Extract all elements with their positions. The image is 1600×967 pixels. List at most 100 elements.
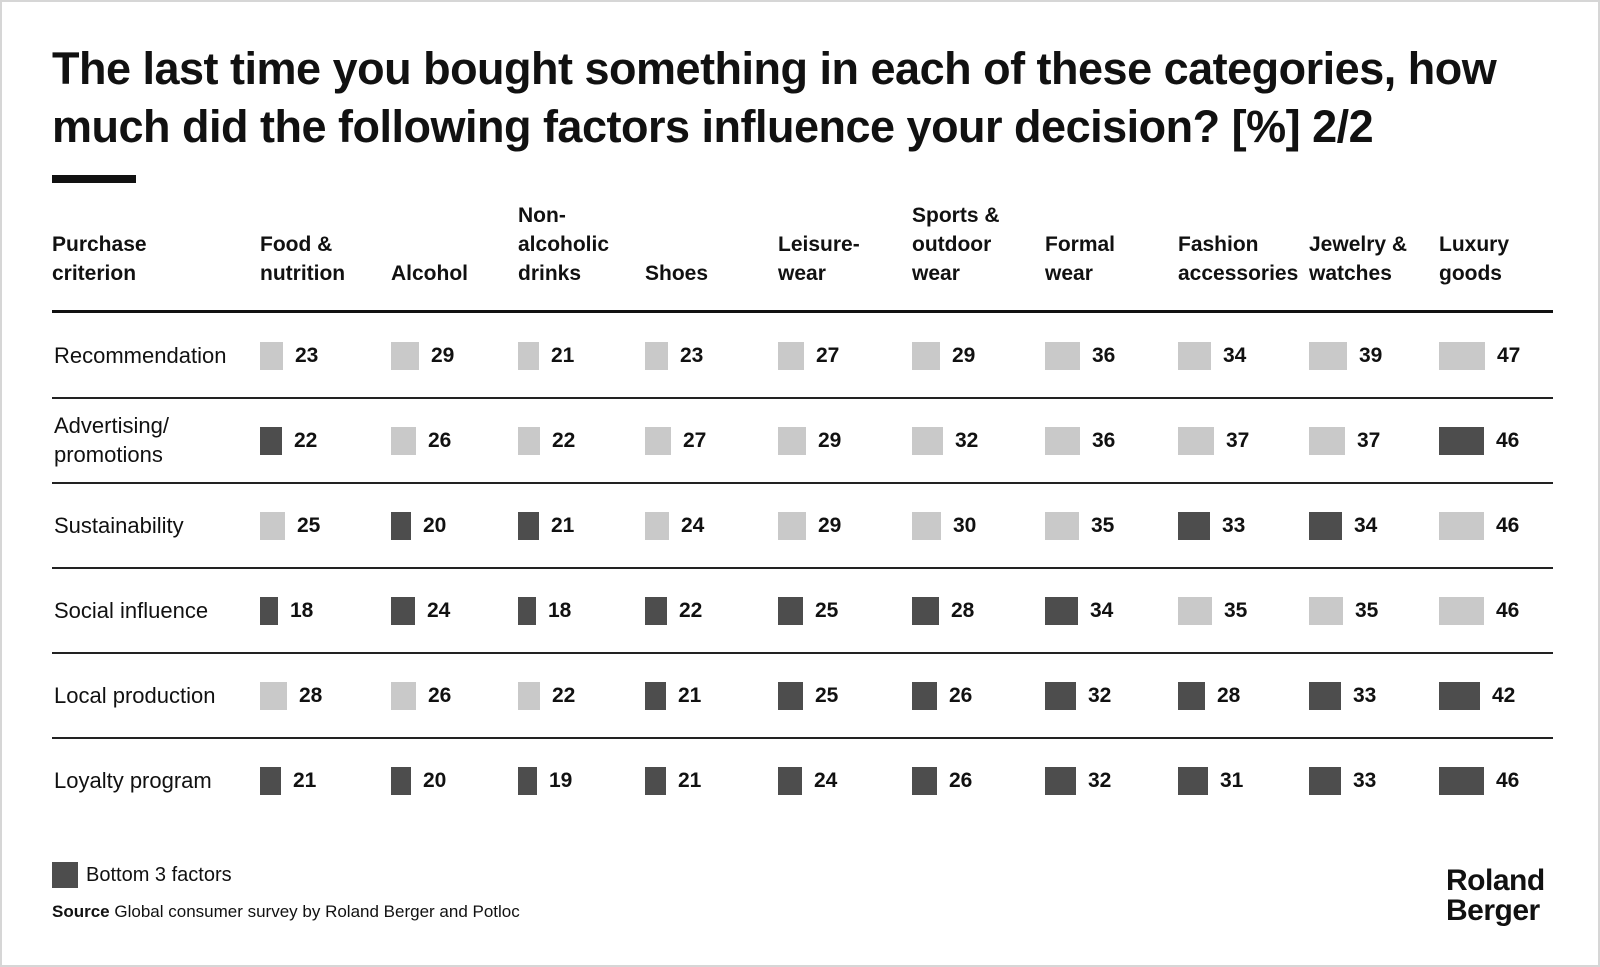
bar-r4-c1	[391, 681, 416, 710]
bar-r0-c7	[1178, 341, 1211, 370]
bar-r1-c6	[1045, 426, 1080, 455]
bar-r2-c9	[1439, 511, 1484, 540]
column-header-3: Shoes	[645, 262, 709, 285]
value-r2-c1: 20	[423, 513, 447, 537]
value-r1-c0: 22	[294, 428, 318, 452]
bar-r4-c9	[1439, 681, 1480, 710]
bar-r4-c4	[778, 681, 803, 710]
value-r0-c1: 29	[431, 343, 455, 367]
roland-berger-logo: Roland Berger	[1446, 866, 1545, 926]
value-r2-c6: 35	[1091, 513, 1115, 537]
value-r5-c3: 21	[678, 768, 702, 792]
bar-r4-c0	[260, 681, 287, 710]
value-r5-c4: 24	[814, 768, 838, 792]
row-label-0: Recommendation	[54, 342, 227, 368]
value-r3-c7: 35	[1224, 598, 1248, 622]
bar-r5-c7	[1178, 766, 1208, 795]
bar-r5-c9	[1439, 766, 1484, 795]
value-r0-c3: 23	[680, 343, 704, 367]
bar-r4-c5	[912, 681, 937, 710]
row-label-5: Loyalty program	[54, 767, 212, 793]
value-r5-c5: 26	[949, 768, 973, 792]
bar-r0-c0	[260, 341, 283, 370]
bar-r4-c8	[1309, 681, 1341, 710]
bar-r2-c2	[518, 511, 539, 540]
value-r3-c8: 35	[1355, 598, 1379, 622]
value-r1-c8: 37	[1357, 428, 1381, 452]
value-r3-c9: 46	[1496, 598, 1520, 622]
value-r3-c3: 22	[679, 598, 703, 622]
value-r0-c6: 36	[1092, 343, 1116, 367]
value-r4-c4: 25	[815, 683, 839, 707]
value-r5-c0: 21	[293, 768, 317, 792]
value-r4-c9: 42	[1492, 683, 1516, 707]
bar-r0-c3	[645, 341, 668, 370]
row-label-4: Local production	[54, 682, 216, 708]
bar-r0-c4	[778, 341, 804, 370]
bar-r5-c6	[1045, 766, 1076, 795]
bar-r3-c2	[518, 596, 536, 625]
value-r1-c1: 26	[428, 428, 452, 452]
bar-r5-c1	[391, 766, 411, 795]
bar-r4-c7	[1178, 681, 1205, 710]
row-label-3: Social influence	[54, 597, 209, 623]
bar-r1-c9	[1439, 426, 1484, 455]
value-r5-c6: 32	[1088, 768, 1112, 792]
chart-title: The last time you bought something in ea…	[52, 43, 1497, 152]
value-r2-c9: 46	[1496, 513, 1520, 537]
value-r4-c6: 32	[1088, 683, 1112, 707]
value-r3-c5: 28	[951, 598, 975, 622]
bar-r1-c1	[391, 426, 416, 455]
value-r5-c2: 19	[549, 768, 573, 792]
title-underline	[52, 175, 136, 183]
bar-r1-c5	[912, 426, 943, 455]
value-r0-c7: 34	[1223, 343, 1247, 367]
bar-r2-c8	[1309, 511, 1342, 540]
bar-r3-c9	[1439, 596, 1484, 625]
legend-swatch-dark	[52, 862, 78, 888]
value-r3-c6: 34	[1090, 598, 1114, 622]
value-r1-c4: 29	[818, 428, 842, 452]
value-r2-c7: 33	[1222, 513, 1246, 537]
column-header-1: Alcohol	[391, 262, 468, 285]
column-header-8: Jewelry & watches	[1309, 233, 1408, 285]
bar-r2-c0	[260, 511, 285, 540]
row-label-2: Sustainability	[54, 512, 184, 538]
bar-r3-c7	[1178, 596, 1212, 625]
bar-r5-c5	[912, 766, 937, 795]
bar-r0-c9	[1439, 341, 1485, 370]
row-divider	[52, 482, 1553, 484]
value-r3-c0: 18	[290, 598, 314, 622]
bar-r3-c4	[778, 596, 803, 625]
logo-line-2: Berger	[1446, 894, 1540, 927]
column-header-7: Fashion accessories	[1178, 233, 1299, 285]
value-r2-c2: 21	[551, 513, 575, 537]
bar-r2-c5	[912, 511, 941, 540]
legend: Bottom 3 factors	[52, 862, 232, 888]
value-r0-c9: 47	[1497, 343, 1521, 367]
row-label-1: Advertising/ promotions	[54, 413, 169, 467]
bar-r0-c2	[518, 341, 539, 370]
row-divider	[52, 567, 1553, 569]
bar-r3-c5	[912, 596, 939, 625]
value-r2-c8: 34	[1354, 513, 1378, 537]
value-r3-c4: 25	[815, 598, 839, 622]
value-r5-c1: 20	[423, 768, 447, 792]
column-header-6: Formal wear	[1045, 233, 1116, 285]
bar-r1-c3	[645, 426, 671, 455]
bar-r4-c2	[518, 681, 540, 710]
column-header-4: Leisure- wear	[778, 233, 860, 285]
bar-r5-c4	[778, 766, 802, 795]
value-r4-c0: 28	[299, 683, 323, 707]
value-r4-c3: 21	[678, 683, 702, 707]
value-r1-c7: 37	[1226, 428, 1250, 452]
value-r3-c2: 18	[548, 598, 572, 622]
bar-r3-c3	[645, 596, 667, 625]
value-r1-c3: 27	[683, 428, 707, 452]
column-header-0: Food & nutrition	[260, 233, 346, 285]
value-r0-c5: 29	[952, 343, 976, 367]
column-header-5: Sports & outdoor wear	[912, 204, 1000, 285]
value-r4-c1: 26	[428, 683, 452, 707]
bar-r1-c4	[778, 426, 806, 455]
